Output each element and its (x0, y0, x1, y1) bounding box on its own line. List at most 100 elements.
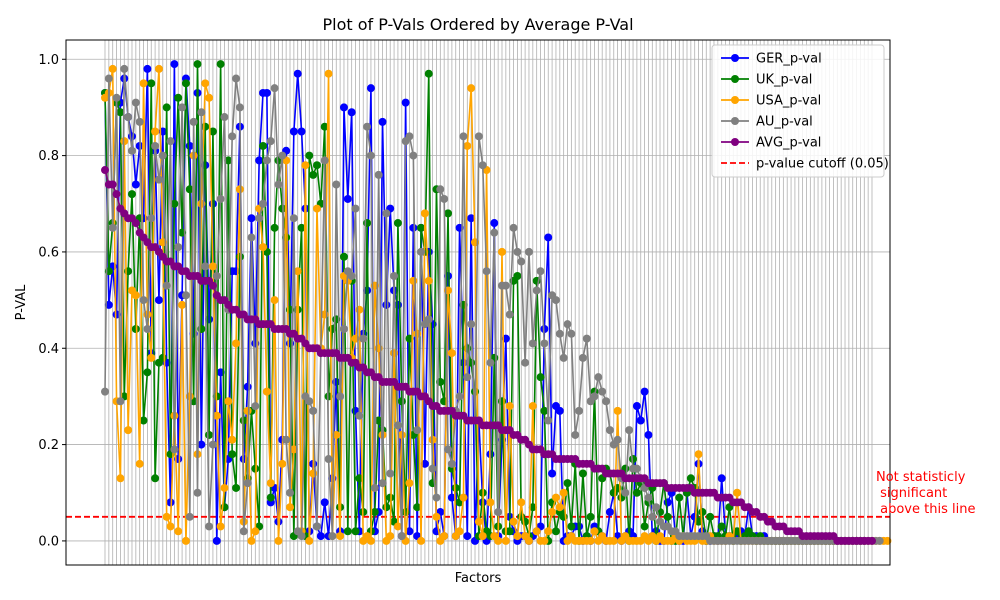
data-point-au-p-val (147, 214, 156, 223)
data-point-uk-p-val (270, 223, 279, 232)
data-point-au-p-val (328, 532, 337, 541)
data-point-usa-p-val (513, 532, 522, 541)
data-point-uk-p-val (528, 503, 537, 512)
data-point-au-p-val (532, 286, 541, 295)
data-point-usa-p-val (201, 79, 210, 88)
data-point-au-p-val (135, 117, 144, 126)
data-point-usa-p-val (883, 536, 892, 545)
data-point-au-p-val (467, 320, 476, 329)
data-point-usa-p-val (478, 532, 487, 541)
data-point-usa-p-val (474, 517, 483, 526)
legend-box (711, 44, 885, 178)
data-point-ger-p-val (208, 199, 217, 208)
data-point-ger-p-val (127, 132, 136, 141)
data-point-au-p-val (544, 416, 553, 425)
data-point-uk-p-val (540, 406, 549, 415)
data-point-usa-p-val (455, 527, 464, 536)
data-point-ger-p-val (320, 498, 329, 507)
data-point-au-p-val (625, 426, 634, 435)
data-point-au-p-val (501, 281, 510, 290)
data-point-au-p-val (486, 358, 495, 367)
data-point-usa-p-val (405, 479, 414, 488)
data-point-uk-p-val (151, 474, 160, 483)
data-point-uk-p-val (297, 223, 306, 232)
data-point-usa-p-val (120, 137, 129, 146)
data-point-au-p-val (440, 194, 449, 203)
annotation-text: Not statisticly significant above this l… (876, 470, 975, 517)
data-point-uk-p-val (181, 79, 190, 88)
data-point-ger-p-val (339, 103, 348, 112)
data-point-au-p-val (393, 421, 402, 430)
data-point-au-p-val (235, 103, 244, 112)
data-point-usa-p-val (555, 503, 564, 512)
data-point-usa-p-val (181, 536, 190, 545)
data-point-usa-p-val (286, 503, 295, 512)
data-point-uk-p-val (417, 223, 426, 232)
data-point-uk-p-val (733, 527, 742, 536)
data-point-avg-p-val (108, 180, 117, 189)
data-point-usa-p-val (501, 536, 510, 545)
y-tick-label: 0.2 (38, 438, 59, 453)
data-point-usa-p-val (312, 204, 321, 213)
data-point-usa-p-val (366, 536, 375, 545)
data-point-ger-p-val (420, 459, 429, 468)
data-point-au-p-val (274, 180, 283, 189)
data-point-au-p-val (397, 532, 406, 541)
data-point-ger-p-val (170, 60, 179, 69)
data-point-au-p-val (424, 315, 433, 324)
data-point-au-p-val (205, 522, 214, 531)
data-point-usa-p-val (301, 161, 310, 170)
data-point-ger-p-val (447, 493, 456, 502)
data-point-uk-p-val (578, 469, 587, 478)
data-point-usa-p-val (694, 450, 703, 459)
data-point-uk-p-val (259, 141, 268, 150)
data-point-usa-p-val (559, 488, 568, 497)
data-point-usa-p-val (609, 536, 618, 545)
data-point-ger-p-val (293, 69, 302, 78)
data-point-au-p-val (478, 161, 487, 170)
data-point-ger-p-val (467, 214, 476, 223)
data-point-au-p-val (528, 339, 537, 348)
data-point-uk-p-val (374, 416, 383, 425)
legend: GER_p-val UK_p-val USA_p-val AU_p-val AVG_p-… (711, 44, 889, 178)
data-point-au-p-val (578, 353, 587, 362)
legend-label-au-p-val: AU_p-val (756, 115, 813, 130)
data-point-ger-p-val (131, 180, 140, 189)
data-point-au-p-val (444, 445, 453, 454)
data-point-au-p-val (181, 291, 190, 300)
data-point-au-p-val (339, 324, 348, 333)
y-tick-label: 0.4 (38, 342, 59, 357)
data-point-uk-p-val (444, 209, 453, 218)
data-point-au-p-val (436, 185, 445, 194)
data-point-usa-p-val (467, 84, 476, 93)
data-point-usa-p-val (220, 483, 229, 492)
series-group (101, 60, 892, 545)
data-point-ger-p-val (640, 387, 649, 396)
y-ticks: 0.0 0.2 0.4 0.6 0.8 1.0 (38, 53, 66, 549)
data-point-usa-p-val (278, 459, 287, 468)
data-point-au-p-val (324, 455, 333, 464)
data-point-au-p-val (101, 387, 109, 396)
data-point-usa-p-val (251, 527, 260, 536)
data-point-ger-p-val (463, 532, 472, 541)
data-point-au-p-val (602, 397, 611, 406)
data-point-usa-p-val (247, 536, 256, 545)
data-point-au-p-val (355, 411, 364, 420)
data-point-au-p-val (459, 132, 468, 141)
data-point-uk-p-val (305, 151, 314, 160)
data-point-usa-p-val (447, 349, 456, 358)
data-point-ger-p-val (605, 508, 614, 517)
data-point-au-p-val (220, 113, 229, 122)
data-point-uk-p-val (663, 512, 672, 521)
data-point-au-p-val (158, 151, 167, 160)
data-point-au-p-val (509, 223, 518, 232)
data-point-usa-p-val (116, 474, 125, 483)
data-point-au-p-val (189, 117, 198, 126)
data-point-ger-p-val (405, 527, 414, 536)
data-point-usa-p-val (274, 536, 283, 545)
data-point-ger-p-val (297, 127, 306, 136)
data-point-uk-p-val (629, 455, 638, 464)
data-point-ger-p-val (366, 84, 375, 93)
data-point-au-p-val (540, 339, 549, 348)
